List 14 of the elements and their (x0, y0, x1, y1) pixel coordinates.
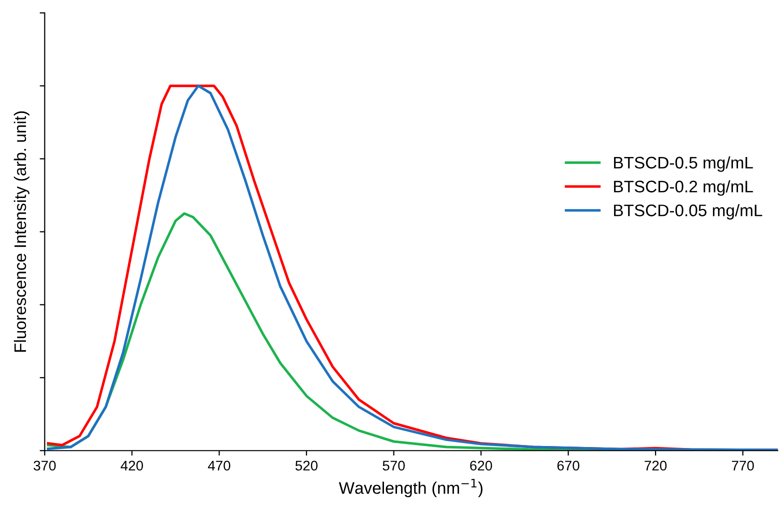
x-tick-label: 770 (732, 460, 754, 471)
x-axis-title: Wavelength (nm$^{−1}$) (338, 478, 482, 498)
x-tick-label: 620 (470, 460, 492, 471)
y-axis-title: Fluorescence Intensity (arb. unit) (14, 111, 30, 352)
legend-label: BTSCD-0.2 mg/mL (614, 180, 753, 196)
x-tick-label: 370 (34, 460, 56, 471)
x-tick-label: 420 (120, 460, 143, 471)
x-tick-label: 720 (644, 460, 667, 471)
x-tick-label: 520 (295, 460, 318, 471)
x-tick-label: 570 (382, 460, 405, 471)
legend-label: BTSCD-0.05 mg/mL (614, 204, 762, 220)
x-tick-label: 670 (557, 460, 580, 471)
legend-label: BTSCD-0.5 mg/mL (614, 156, 753, 172)
x-tick-label: 470 (208, 460, 230, 471)
